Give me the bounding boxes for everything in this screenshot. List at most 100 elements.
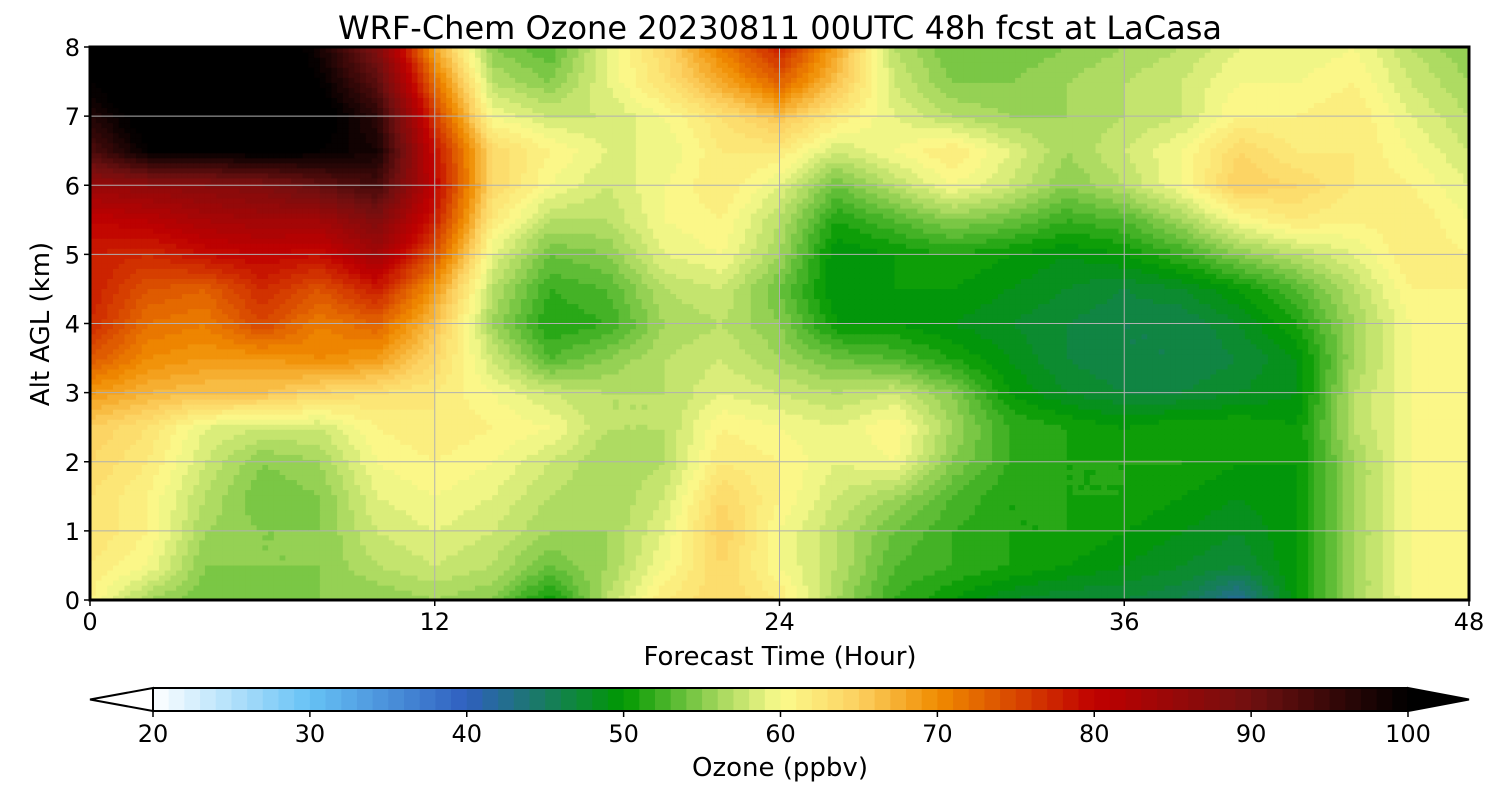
heatmap-cell <box>894 520 900 526</box>
heatmap-cell <box>802 555 808 561</box>
heatmap-cell <box>1096 555 1102 561</box>
heatmap-cell <box>1113 570 1119 576</box>
heatmap-cell <box>412 494 418 500</box>
heatmap-cell <box>170 550 176 556</box>
heatmap-cell <box>262 585 268 591</box>
heatmap-cell <box>492 535 498 541</box>
heatmap-cell <box>1412 515 1418 521</box>
heatmap-cell <box>1348 540 1354 546</box>
heatmap-cell <box>1360 520 1366 526</box>
heatmap-cell <box>1021 570 1027 576</box>
heatmap-cell <box>1182 555 1188 561</box>
heatmap-cell <box>636 590 642 596</box>
heatmap-cell <box>682 520 688 526</box>
heatmap-cell <box>917 494 923 500</box>
heatmap-cell <box>578 585 584 591</box>
heatmap-cell <box>1210 585 1216 591</box>
heatmap-cell <box>722 555 728 561</box>
heatmap-cell <box>136 540 142 546</box>
heatmap-cell <box>1320 585 1326 591</box>
heatmap-cell <box>1417 575 1423 581</box>
heatmap-cell <box>481 570 487 576</box>
heatmap-cell <box>159 565 165 571</box>
heatmap-cell <box>119 590 125 596</box>
heatmap-cell <box>205 494 211 500</box>
heatmap-cell <box>228 504 234 510</box>
heatmap-cell <box>274 555 280 561</box>
heatmap-cell <box>1452 575 1458 581</box>
heatmap-cell <box>745 560 751 566</box>
heatmap-cell <box>1090 504 1096 510</box>
heatmap-cell <box>820 575 826 581</box>
heatmap-cell <box>900 545 906 551</box>
heatmap-cell <box>699 494 705 500</box>
heatmap-cell <box>757 575 763 581</box>
heatmap-cell <box>159 585 165 591</box>
heatmap-cell <box>452 504 458 510</box>
heatmap-cell <box>613 520 619 526</box>
heatmap-cell <box>1268 575 1274 581</box>
heatmap-cell <box>825 515 831 521</box>
heatmap-cell <box>1004 520 1010 526</box>
heatmap-cell <box>1009 565 1015 571</box>
heatmap-cell <box>383 580 389 586</box>
heatmap-cell <box>234 560 240 566</box>
heatmap-cell <box>245 585 251 591</box>
heatmap-cell <box>1417 565 1423 571</box>
heatmap-cell <box>360 545 366 551</box>
heatmap-cell <box>1170 520 1176 526</box>
heatmap-cell <box>124 590 130 596</box>
heatmap-cell <box>136 535 142 541</box>
heatmap-cell <box>866 560 872 566</box>
heatmap-cell <box>1107 499 1113 505</box>
heatmap-cell <box>693 515 699 521</box>
heatmap-cell <box>785 520 791 526</box>
heatmap-cell <box>1435 525 1441 531</box>
heatmap-cell <box>1153 575 1159 581</box>
heatmap-cell <box>578 560 584 566</box>
heatmap-cell <box>538 545 544 551</box>
heatmap-cell <box>981 590 987 596</box>
heatmap-cell <box>1406 499 1412 505</box>
heatmap-cell <box>659 570 665 576</box>
heatmap-cell <box>940 515 946 521</box>
heatmap-cell <box>550 520 556 526</box>
heatmap-cell <box>705 525 711 531</box>
heatmap-cell <box>797 580 803 586</box>
heatmap-cell <box>722 515 728 521</box>
heatmap-cell <box>992 504 998 510</box>
heatmap-cell <box>1394 504 1400 510</box>
heatmap-cell <box>665 570 671 576</box>
heatmap-cell <box>1050 515 1056 521</box>
heatmap-cell <box>808 560 814 566</box>
heatmap-cell <box>412 555 418 561</box>
heatmap-cell <box>1067 525 1073 531</box>
heatmap-cell <box>1004 525 1010 531</box>
heatmap-cell <box>1101 525 1107 531</box>
heatmap-cell <box>711 515 717 521</box>
heatmap-cell <box>1406 565 1412 571</box>
heatmap-cell <box>1394 510 1400 516</box>
heatmap-cell <box>929 499 935 505</box>
heatmap-cell <box>693 585 699 591</box>
heatmap-cell <box>1354 520 1360 526</box>
heatmap-cell <box>1107 565 1113 571</box>
heatmap-cell <box>797 515 803 521</box>
heatmap-cell <box>722 499 728 505</box>
heatmap-cell <box>1389 550 1395 556</box>
heatmap-cell <box>837 570 843 576</box>
heatmap-cell <box>1199 570 1205 576</box>
heatmap-cell <box>193 520 199 526</box>
heatmap-cell <box>1147 560 1153 566</box>
heatmap-cell <box>251 560 257 566</box>
heatmap-cell <box>1216 520 1222 526</box>
heatmap-cell <box>1268 580 1274 586</box>
heatmap-cell <box>958 590 964 596</box>
heatmap-cell <box>1061 550 1067 556</box>
heatmap-cell <box>532 494 538 500</box>
heatmap-cell <box>607 575 613 581</box>
heatmap-cell <box>584 499 590 505</box>
heatmap-cell <box>400 525 406 531</box>
heatmap-cell <box>228 520 234 526</box>
heatmap-cell <box>170 585 176 591</box>
